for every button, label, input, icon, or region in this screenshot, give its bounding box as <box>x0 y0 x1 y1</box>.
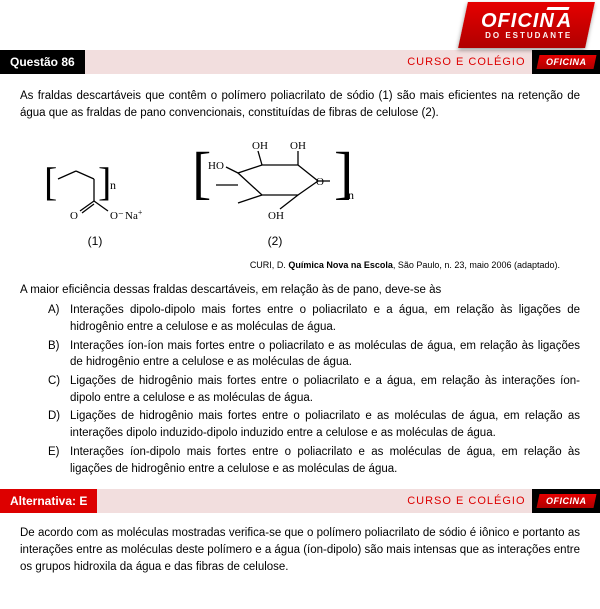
answer-text: De acordo com as moléculas mostradas ver… <box>20 525 580 575</box>
structure-1: [ O O⁻ Na+ ] n (1) <box>40 157 150 250</box>
svg-text:n: n <box>110 178 116 192</box>
cellulose-svg: [ ] n OH OH HO OH O <box>190 137 360 227</box>
svg-text:OH: OH <box>268 210 284 222</box>
chemical-structures: [ O O⁻ Na+ ] n (1) [ ] n OH OH <box>20 129 580 254</box>
structure-2: [ ] n OH OH HO OH O (2) <box>190 137 360 250</box>
bar-logo-wrap: OFICINA <box>532 50 600 74</box>
svg-text:HO: HO <box>208 160 224 172</box>
logo-main: OFICINA DO ESTUDANTE <box>458 2 595 48</box>
question-lead: A maior eficiência dessas fraldas descar… <box>20 282 580 299</box>
option-a: A)Interações dipolo-dipolo mais fortes e… <box>48 302 580 335</box>
svg-text:O: O <box>70 210 78 222</box>
polyacrylate-svg: [ O O⁻ Na+ ] n <box>40 157 150 227</box>
option-b: B)Interações íon-íon mais fortes entre o… <box>48 338 580 371</box>
header: OFICINA DO ESTUDANTE <box>0 0 600 50</box>
structure-1-label: (1) <box>88 233 103 250</box>
option-c: C)Ligações de hidrogênio mais fortes ent… <box>48 373 580 406</box>
structure-2-label: (2) <box>268 233 283 250</box>
curso-label: CURSO E COLÉGIO <box>85 50 532 74</box>
question-intro: As fraldas descartáveis que contêm o pol… <box>20 88 580 121</box>
source-citation: CURI, D. Química Nova na Escola, São Pau… <box>20 259 580 272</box>
svg-text:n: n <box>348 188 354 202</box>
question-number: Questão 86 <box>0 50 85 74</box>
options-list: A)Interações dipolo-dipolo mais fortes e… <box>20 302 580 477</box>
bar-logo-wrap-2: OFICINA <box>532 489 600 513</box>
answer-content: De acordo com as moléculas mostradas ver… <box>0 513 600 589</box>
curso-label-2: CURSO E COLÉGIO <box>97 489 531 513</box>
option-d: D)Ligações de hidrogênio mais fortes ent… <box>48 408 580 441</box>
logo-text: OFICIN <box>481 10 555 33</box>
svg-text:Na+: Na+ <box>125 208 143 222</box>
svg-text:[: [ <box>192 140 211 205</box>
answer-label: Alternativa: E <box>0 489 97 513</box>
question-header-bar: Questão 86 CURSO E COLÉGIO OFICINA <box>0 50 600 74</box>
logo-a-accent: A <box>557 10 572 33</box>
svg-text:OH: OH <box>252 140 268 152</box>
logo-small-2: OFICINA <box>536 494 595 508</box>
logo-subtitle: DO ESTUDANTE <box>481 31 572 40</box>
option-e: E)Interações íon-dipolo mais fortes entr… <box>48 444 580 477</box>
question-content: As fraldas descartáveis que contêm o pol… <box>0 74 600 489</box>
svg-text:[: [ <box>44 159 57 204</box>
svg-text:OH: OH <box>290 140 306 152</box>
answer-header-bar: Alternativa: E CURSO E COLÉGIO OFICINA <box>0 489 600 513</box>
logo-small: OFICINA <box>536 55 595 69</box>
svg-text:O⁻: O⁻ <box>110 210 124 222</box>
